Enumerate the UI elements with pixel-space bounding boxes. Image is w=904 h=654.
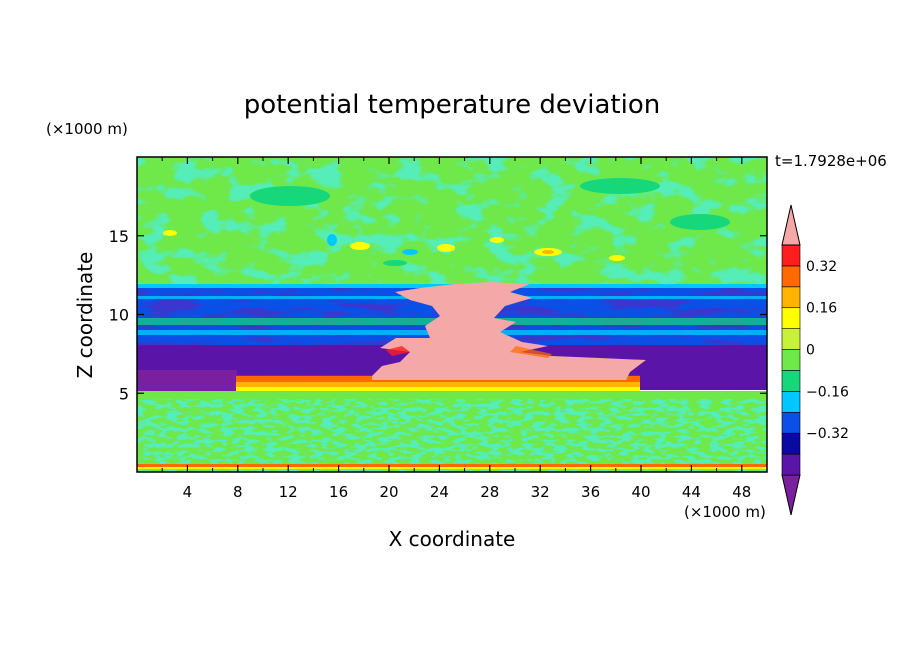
x-tick-label: 4: [183, 483, 193, 501]
y-tick-label: 5: [119, 384, 129, 403]
colorbar-swatch: [781, 349, 801, 371]
colorbar-swatch: [781, 370, 801, 392]
x-tick-label: 36: [581, 483, 600, 501]
x-tick-label: 16: [329, 483, 348, 501]
colorbar-swatch: [781, 244, 801, 267]
x-tick-label: 8: [233, 483, 243, 501]
upper-blobs: [163, 178, 730, 266]
colorbar-label: 0.32: [806, 259, 837, 275]
x-axis-label: X coordinate: [389, 527, 516, 551]
x-tick-label: 40: [631, 483, 650, 501]
colorbar-min-triangle: [781, 474, 801, 516]
y-tick-label: 15: [109, 227, 129, 246]
x-axis-ticks: 4 8 12 16 20 24 28 32 36 40 44 48: [161, 157, 751, 501]
colorbar-swatch: [781, 307, 801, 329]
heatmap-field: [137, 157, 767, 472]
colorbar-swatch: [781, 411, 801, 434]
colorbar: [781, 204, 801, 516]
y-axis-ticks: 5 10 15: [109, 227, 767, 403]
colorbar-label: 0.16: [806, 301, 837, 317]
colorbar-swatch: [781, 391, 801, 413]
region-plume: [372, 282, 646, 380]
colorbar-swatch: [781, 286, 801, 309]
colorbar-label: 0: [806, 343, 815, 359]
x-tick-label: 12: [279, 483, 298, 501]
time-label: t=1.7928e+06: [775, 152, 887, 170]
colorbar-swatch: [781, 453, 801, 476]
colorbar-labels: 0.32 0.16 0 −0.16 −0.32: [806, 259, 849, 442]
y-tick-label: 10: [109, 306, 129, 325]
colorbar-label: −0.32: [806, 426, 849, 442]
colorbar-swatch: [781, 328, 801, 350]
x-tick-label: 28: [480, 483, 499, 501]
colorbar-label: −0.16: [806, 384, 849, 400]
x-tick-label: 48: [732, 483, 751, 501]
x-unit-label: (×1000 m): [684, 503, 766, 521]
colorbar-max-triangle: [781, 204, 801, 246]
x-tick-label: 24: [430, 483, 449, 501]
x-tick-label: 32: [531, 483, 550, 501]
colorbar-swatch: [781, 432, 801, 455]
y-unit-label: (×1000 m): [46, 120, 128, 138]
chart-title: potential temperature deviation: [244, 90, 660, 120]
x-tick-label: 44: [682, 483, 701, 501]
x-tick-label: 20: [379, 483, 398, 501]
y-axis-label: Z coordinate: [73, 252, 97, 379]
colorbar-swatch: [781, 265, 801, 288]
